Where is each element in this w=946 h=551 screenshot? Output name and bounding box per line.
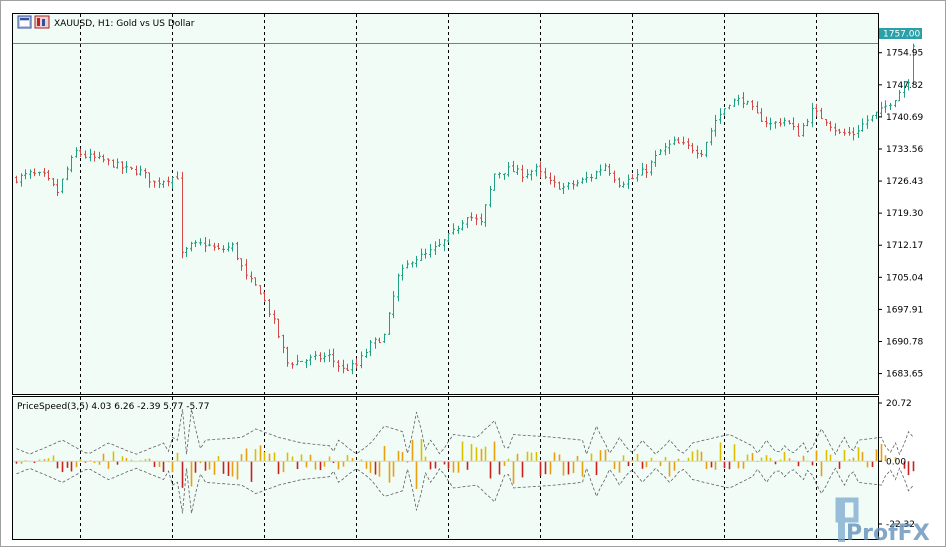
price-tick-label: 1747.82 bbox=[886, 81, 923, 91]
price-tick-label: 1690.78 bbox=[886, 337, 923, 347]
indicator-axis: 20.72 0.00 -22.32 bbox=[13, 399, 915, 530]
price-tick-label: 1683.65 bbox=[886, 370, 923, 380]
watermark-text: ProfFX bbox=[846, 521, 930, 546]
envelope-upper bbox=[16, 409, 914, 456]
window-title: XAUUSD, H1: Gold vs US Dollar bbox=[17, 15, 195, 29]
price-tick-label: 1719.30 bbox=[886, 209, 923, 219]
watermark-p-bowl bbox=[835, 497, 859, 523]
price-tick-label: 1740.69 bbox=[886, 113, 923, 123]
envelope-lower bbox=[16, 466, 914, 514]
price-tick-label: 1705.04 bbox=[886, 273, 923, 283]
symbol-menu-icon-bar bbox=[37, 18, 40, 26]
price-panel[interactable] bbox=[12, 13, 879, 395]
oscillator-bars bbox=[15, 438, 915, 489]
price-tick-label: 1733.56 bbox=[886, 145, 923, 155]
indicator-tick-label: 20.72 bbox=[886, 399, 912, 409]
price-tick-label: 1726.43 bbox=[886, 177, 923, 187]
chart-properties-icon-body bbox=[20, 21, 29, 26]
price-tick-label: 1697.91 bbox=[886, 305, 923, 315]
chart-properties-icon-bar bbox=[20, 18, 29, 20]
price-tick-label: 1712.17 bbox=[886, 241, 923, 251]
indicator-tick-label: -22.32 bbox=[886, 520, 915, 530]
price-tick-label: 1754.95 bbox=[886, 49, 923, 59]
current-price-value: 1757.00 bbox=[883, 30, 920, 40]
symbol-menu-icon-bar-2 bbox=[42, 19, 45, 26]
candlesticks bbox=[15, 43, 915, 375]
indicator-label: PriceSpeed(3,5) 4.03 6.26 -2.39 5.77 -5.… bbox=[17, 402, 210, 412]
chart-title: XAUUSD, H1: Gold vs US Dollar bbox=[54, 19, 195, 29]
current-price-tag: 1757.00 bbox=[879, 28, 922, 40]
oscillator-envelope bbox=[16, 409, 914, 514]
indicator-tick-label: 0.00 bbox=[886, 457, 906, 467]
current-price-tag-box bbox=[879, 28, 922, 39]
price-axis: 1754.95 1747.82 1740.69 1733.56 1726.43 1719.… bbox=[878, 49, 923, 380]
indicator-panel[interactable] bbox=[12, 396, 879, 540]
watermark: ProfFX bbox=[835, 497, 930, 546]
